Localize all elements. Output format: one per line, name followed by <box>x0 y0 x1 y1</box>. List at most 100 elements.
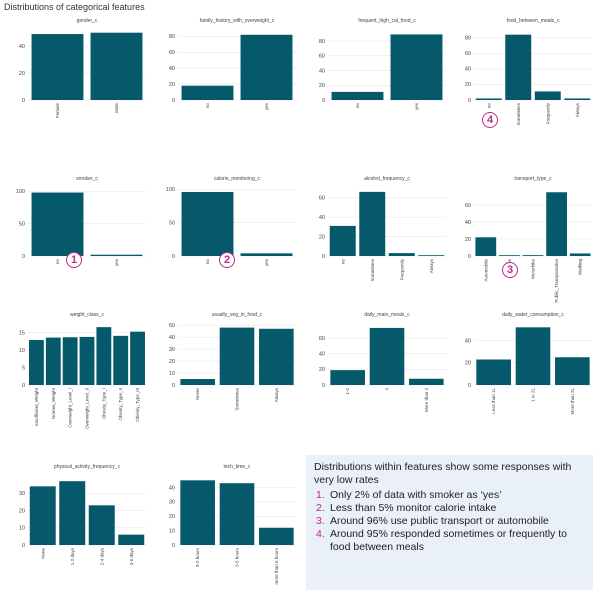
bar-more-than-3 <box>409 378 444 385</box>
y-tick-label: 10 <box>19 526 25 532</box>
bar-sometimes <box>505 34 532 100</box>
y-tick-label: 30 <box>169 347 175 353</box>
y-tick-label: 100 <box>166 187 175 193</box>
callout-marker-2: 2 <box>219 252 235 268</box>
x-tick-label: 3-5 hours <box>235 547 240 567</box>
y-tick-label: 20 <box>169 82 175 88</box>
bar-less-than-1l <box>476 359 511 385</box>
y-tick-label: 0 <box>322 254 325 260</box>
x-tick-label: no <box>55 259 60 265</box>
y-tick-label: 60 <box>169 50 175 56</box>
bar-overweight-level-i <box>62 337 78 385</box>
chart-gender-c: gender_c 0 20 40 Female Male <box>19 18 146 118</box>
y-tick-label: 60 <box>465 51 471 57</box>
bar-yes <box>90 254 143 256</box>
y-tick-label: 20 <box>319 367 325 373</box>
bar-always <box>418 255 445 256</box>
bar-sometimes <box>219 327 255 385</box>
x-tick-label: Walking <box>578 259 583 275</box>
chart-title: physical_activity_frequency_c <box>54 464 121 470</box>
bar-3 <box>369 327 405 385</box>
y-tick-label: 20 <box>319 234 325 240</box>
callout-item-2: 2. Less than 5% monitor calorie intake <box>314 502 585 515</box>
bar-no <box>475 98 502 100</box>
y-tick-label: 0 <box>322 98 325 104</box>
y-tick-label: 0 <box>468 383 471 389</box>
y-tick-label: 20 <box>465 361 471 367</box>
chart-physical-activity-frequency-c: physical_activity_frequency_c 0 10 20 30 None… <box>19 464 146 565</box>
bar-no <box>181 85 234 100</box>
x-tick-label: no <box>340 259 345 265</box>
chart-title: frequent_high_cal_food_c <box>358 18 416 24</box>
bar-yes <box>240 253 293 256</box>
bar-2-4-days <box>88 505 115 545</box>
y-tick-label: 0 <box>468 98 471 104</box>
y-tick-label: 50 <box>169 323 175 329</box>
x-tick-label: no <box>355 103 360 109</box>
x-tick-label: Overweight_Level_I <box>68 388 73 428</box>
chart-title: smoker_c <box>76 176 98 182</box>
callout-item-text: Around 95% responded sometimes or freque… <box>330 528 567 553</box>
bar-public-transportation <box>546 192 567 256</box>
x-tick-label: more than 5 hours <box>274 547 279 584</box>
callout-marker-4: 4 <box>482 112 498 128</box>
bar-obesity-type-iii <box>130 331 145 385</box>
x-tick-label: yes <box>114 258 119 266</box>
bar-never <box>180 379 215 385</box>
bar-frequently <box>388 253 415 256</box>
bar-no <box>329 225 356 256</box>
bar-more-than-5-hours <box>259 527 294 545</box>
chart-daily-water-consumption-c: daily_water_consumption_c 0 20 40 Less than … <box>465 312 592 415</box>
y-tick-label: 50 <box>19 221 25 227</box>
y-tick-label: 0 <box>22 254 25 260</box>
y-tick-label: 20 <box>465 82 471 88</box>
y-tick-label: 40 <box>169 66 175 72</box>
y-tick-label: 20 <box>319 83 325 89</box>
x-tick-label: Sometimes <box>370 258 375 281</box>
x-tick-label: Normal_Weight <box>51 387 56 419</box>
x-tick-label: Always <box>274 387 279 402</box>
bar-walking <box>569 253 591 256</box>
chart-food-between-meals-c: food_between_meals_c 0 20 40 60 80 no Sometimes… <box>465 18 592 126</box>
chart-title: tech_time_c <box>224 464 251 470</box>
x-tick-label: More than 2L <box>570 388 575 415</box>
chart-transport-type-c: transport_type_c0204060AutomobileBikeMot… <box>465 176 592 303</box>
y-tick-label: 10 <box>169 371 175 377</box>
x-tick-label: 1-2 <box>345 388 350 395</box>
chart-title: daily_main_meals_c <box>364 312 410 318</box>
bar-motorbike <box>522 255 544 256</box>
x-tick-label: Automobile <box>483 259 488 282</box>
bar-insufficient-weight <box>29 340 44 385</box>
chart-weight-class-c: weight_class_c 0 5 10 15 Insufficient_Weight N… <box>19 312 146 429</box>
callout-item-1: 1. Only 2% of data with smoker as ‘yes’ <box>314 489 585 502</box>
callout-item-number: 2. <box>316 502 325 514</box>
chart-title: usually_veg_in_food_c <box>212 312 263 318</box>
chart-title: gender_c <box>77 18 98 24</box>
callout-item-text: Only 2% of data with smoker as ‘yes’ <box>330 489 502 501</box>
x-tick-label: Sometimes <box>516 102 521 125</box>
y-tick-label: 100 <box>16 189 25 195</box>
y-tick-label: 5 <box>22 365 25 371</box>
chart-alcohol-frequency-c: alcohol_frequency_c 0 20 40 60 no Sometimes Fre… <box>319 176 446 282</box>
insight-callout: Distributions within features show some … <box>306 455 593 590</box>
x-tick-label: 4-5 days <box>129 547 134 565</box>
y-tick-label: 60 <box>319 196 325 202</box>
bar-more-than-2l <box>555 357 590 385</box>
bar-always <box>564 98 591 100</box>
x-tick-label: yes <box>414 102 419 110</box>
x-tick-label: Insufficient_Weight <box>34 387 39 426</box>
y-tick-label: 0 <box>172 98 175 104</box>
y-tick-label: 10 <box>169 528 175 534</box>
bar-frequently <box>534 91 561 100</box>
bar-automobile <box>475 237 497 256</box>
bar-obesity-type-ii <box>113 335 129 385</box>
x-tick-label: Always <box>429 258 434 273</box>
y-tick-label: 40 <box>19 44 25 50</box>
x-tick-label: Obesity_Type_III <box>135 388 140 422</box>
y-tick-label: 0 <box>468 254 471 260</box>
bar-1-2 <box>330 370 365 385</box>
x-tick-label: 2-4 days <box>99 547 104 565</box>
x-tick-label: yes <box>264 258 269 266</box>
y-tick-label: 40 <box>169 485 175 491</box>
y-tick-label: 40 <box>169 335 175 341</box>
